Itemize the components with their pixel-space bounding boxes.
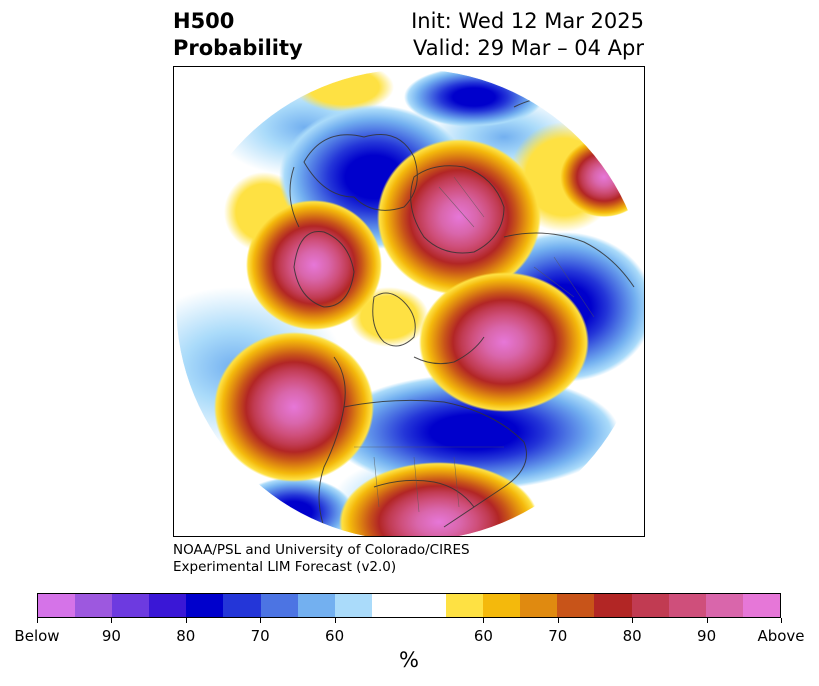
map-title: H500 Probability [173,8,303,62]
colorbar [37,593,781,618]
colorbar-swatch [594,594,632,617]
colorbar-tick-label: 80 [176,627,196,645]
colorbar-tick-mark [483,618,485,623]
colorbar-swatch [371,594,409,617]
colorbar-swatch [557,594,595,617]
colorbar-swatch [260,594,298,617]
colorbar-tick-label: 80 [622,627,642,645]
colorbar-swatch [742,594,780,617]
attribution: NOAA/PSL and University of Colorado/CIRE… [173,542,470,576]
polar-map-svg [175,68,644,536]
colorbar-tick-label: Below [14,627,60,645]
attribution-line-1: NOAA/PSL and University of Colorado/CIRE… [173,542,470,558]
title-variable: H500 [173,9,235,33]
colorbar-swatch [186,594,224,617]
colorbar-tick-label: 60 [473,627,493,645]
init-date: Init: Wed 12 Mar 2025 [411,9,644,33]
colorbar-tick-mark [111,618,113,623]
colorbar-swatch [38,594,76,617]
colorbar-tick-mark [334,618,336,623]
colorbar-tick-mark [260,618,262,623]
colorbar-swatch [149,594,187,617]
colorbar-tick-label: 60 [325,627,345,645]
colorbar-tick-mark [632,618,634,623]
colorbar-swatch [334,594,372,617]
colorbar-swatch [75,594,113,617]
colorbar-swatch [705,594,743,617]
probability-field [176,69,644,536]
colorbar-swatch [297,594,335,617]
colorbar-swatch [631,594,669,617]
colorbar-swatch [223,594,261,617]
coastlines [289,96,635,528]
colorbar-tick-label: Above [757,627,805,645]
colorbar-swatch [408,594,447,617]
colorbar-tick-mark [706,618,708,623]
forecast-dates: Init: Wed 12 Mar 2025 Valid: 29 Mar – 04… [411,8,644,62]
title-type: Probability [173,36,303,60]
colorbar-tick-label: 70 [548,627,568,645]
colorbar-tick-mark [781,618,782,623]
attribution-line-2: Experimental LIM Forecast (v2.0) [173,559,397,575]
colorbar-swatch [112,594,150,617]
colorbar-swatch [520,594,558,617]
colorbar-swatch [483,594,521,617]
colorbar-tick-mark [557,618,559,623]
colorbar-tick-label: 90 [101,627,121,645]
colorbar-unit: % [399,648,419,672]
probability-map [173,66,645,537]
colorbar-tick-mark [37,618,38,623]
colorbar-tick-mark [185,618,187,623]
colorbar-swatch [446,594,484,617]
valid-range: Valid: 29 Mar – 04 Apr [413,36,644,60]
colorbar-tick-label: 90 [697,627,717,645]
colorbar-swatch [668,594,706,617]
colorbar-tick-label: 70 [250,627,270,645]
